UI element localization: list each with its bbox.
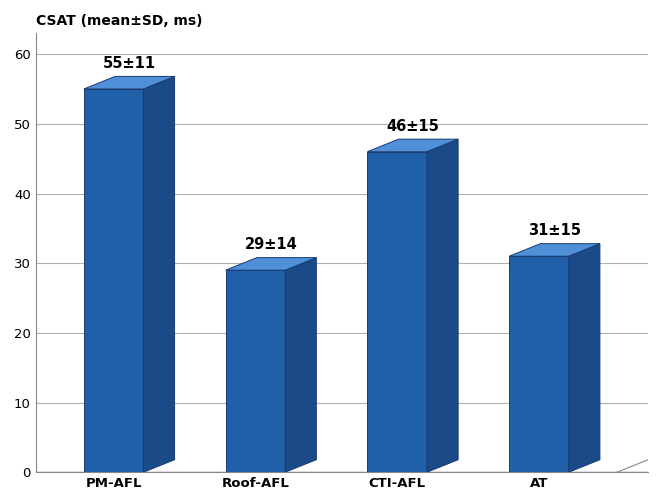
- Polygon shape: [367, 152, 427, 472]
- Text: 31±15: 31±15: [528, 223, 581, 238]
- Polygon shape: [84, 89, 144, 472]
- Text: 55±11: 55±11: [103, 56, 156, 71]
- Polygon shape: [509, 243, 600, 256]
- Polygon shape: [509, 256, 569, 472]
- Polygon shape: [285, 258, 316, 472]
- Polygon shape: [144, 77, 175, 472]
- Polygon shape: [226, 270, 285, 472]
- Polygon shape: [367, 139, 458, 152]
- Polygon shape: [226, 258, 316, 270]
- Text: 46±15: 46±15: [387, 118, 439, 134]
- Polygon shape: [569, 243, 600, 472]
- Text: 29±14: 29±14: [244, 237, 297, 252]
- Polygon shape: [427, 139, 458, 472]
- Text: CSAT (mean±SD, ms): CSAT (mean±SD, ms): [36, 14, 202, 28]
- Polygon shape: [84, 77, 175, 89]
